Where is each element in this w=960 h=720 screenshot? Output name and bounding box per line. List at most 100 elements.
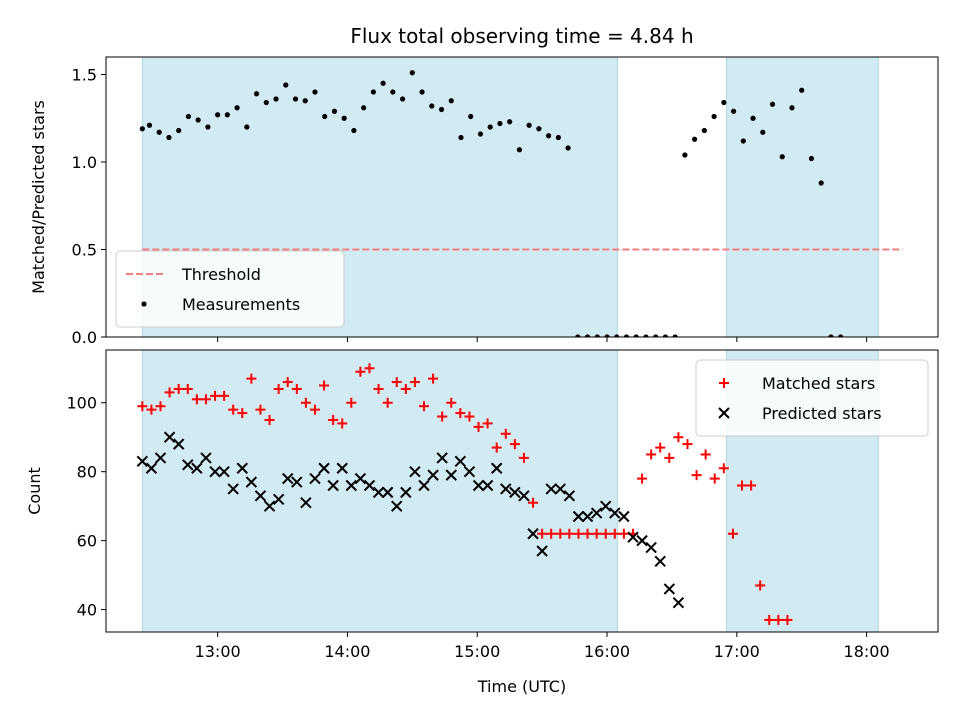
predicted-point [336, 462, 348, 474]
legend-box [695, 359, 929, 437]
matched-point [727, 528, 738, 539]
measurement-point [322, 113, 328, 120]
matched-point [273, 383, 284, 394]
matched-point [718, 463, 729, 474]
y-tick-label: 40 [77, 601, 97, 620]
measurement-point [760, 129, 766, 135]
predicted-point [154, 452, 167, 464]
predicted-point [227, 483, 239, 495]
measurement-point [507, 119, 513, 125]
measurement-point [283, 82, 289, 88]
matched-point [437, 411, 448, 422]
predicted-point [481, 479, 494, 492]
matched-point [373, 383, 384, 394]
predicted-point [200, 452, 212, 464]
matched-point [564, 528, 575, 539]
predicted-point [545, 483, 557, 495]
measurement-point [555, 134, 561, 141]
predicted-point [472, 479, 485, 492]
predicted-point [400, 486, 412, 499]
y-axis-label: Count [25, 467, 44, 515]
predicted-point [172, 438, 185, 450]
predicted-point [654, 555, 666, 568]
matched-point [255, 404, 266, 415]
measurement-point [244, 124, 250, 130]
measurement-point [370, 89, 376, 95]
predicted-point [163, 431, 176, 443]
matched-point [528, 497, 539, 508]
matched-point [737, 480, 748, 491]
predicted-point [245, 476, 258, 488]
predicted-point [636, 534, 648, 547]
measurement-point [701, 127, 707, 134]
matched-point [491, 442, 502, 453]
measurement-point [409, 70, 415, 76]
predicted-point [136, 455, 149, 468]
measurement-point [166, 134, 172, 141]
matched-point [219, 390, 230, 401]
measurement-point [477, 131, 484, 137]
measurement-point [139, 126, 145, 132]
axes-frame [105, 349, 939, 633]
measurement-point [341, 115, 347, 121]
predicted-point [300, 497, 312, 509]
measurement-point [331, 108, 338, 114]
matched-point [237, 408, 248, 419]
matched-point [664, 452, 675, 463]
measurement-point [487, 124, 493, 130]
predicted-point [563, 490, 576, 502]
x-tick-label: 16:00 [584, 642, 630, 661]
predicted-point [182, 459, 194, 471]
predicted-point [581, 510, 594, 523]
ratio-panel: 0.0 0.5 1.0 1.5 Matched/Predicted stars Thres… [29, 56, 939, 347]
count-panel: 40 60 80 100 13:00 14:00 15:00 16:00 17:00 18:00 C… [25, 349, 939, 661]
measurement-point [234, 105, 240, 111]
y-tick-label: 0.0 [72, 328, 97, 347]
predicted-point [363, 479, 376, 492]
matched-point [782, 614, 793, 625]
predicted-point [572, 510, 585, 523]
predicted-point [536, 545, 548, 557]
predicted-point [309, 472, 321, 485]
legend: Threshold Measurements [115, 250, 345, 328]
predicted-point [445, 469, 457, 481]
predicted-point [490, 462, 503, 474]
matched-point [500, 428, 511, 439]
measurement-point [828, 334, 834, 337]
measurement-point [526, 122, 532, 128]
measurement-point [838, 334, 844, 337]
predicted-point [263, 500, 276, 512]
measurement-point [516, 147, 523, 153]
measurement-point [711, 113, 717, 120]
matched-point [655, 442, 666, 453]
predicted-point [509, 486, 521, 499]
measurement-point [253, 91, 260, 97]
measurement-point [575, 334, 581, 337]
predicted-point [272, 493, 285, 505]
measurement-point [730, 108, 737, 114]
measurement-point [653, 334, 659, 337]
matched-point [391, 377, 402, 388]
matched-point [700, 449, 711, 460]
matched-point [546, 528, 557, 539]
legend-label: Matched stars [762, 374, 875, 393]
measurement-point [604, 334, 610, 337]
matched-point [773, 614, 784, 625]
matched-point [337, 418, 348, 429]
legend-label: Threshold [181, 265, 261, 284]
predicted-point [618, 510, 630, 523]
measurement-point [497, 120, 503, 127]
predicted-point [191, 462, 203, 474]
predicted-point [381, 486, 394, 499]
measurement-point [808, 155, 815, 162]
predicted-point [609, 507, 621, 519]
predicted-point [236, 462, 248, 474]
matched-point [137, 401, 148, 412]
legend-box [115, 250, 345, 328]
matched-point [282, 377, 293, 388]
matched-point [518, 452, 529, 463]
predicted-point [209, 465, 221, 478]
x-tick-label: 17:00 [714, 642, 760, 661]
x-tick-label: 13:00 [195, 642, 241, 661]
